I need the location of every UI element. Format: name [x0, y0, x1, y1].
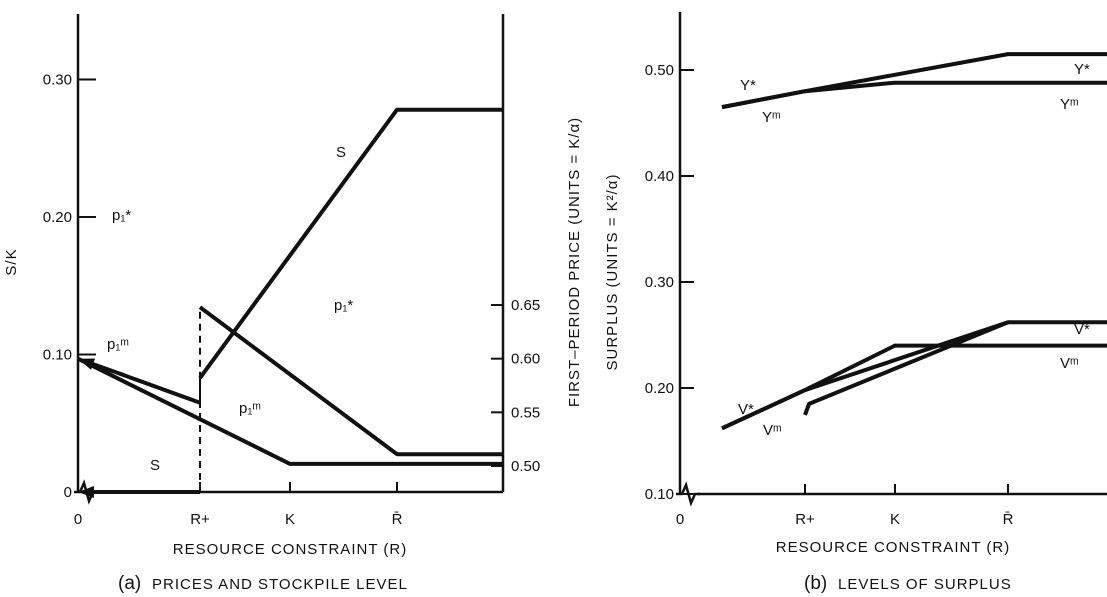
- series-y-star-line: [721, 52, 1107, 110]
- series-vm-line: [803, 320, 1009, 416]
- series-p1m-line: [77, 356, 503, 466]
- y-tick-label: 0.10: [645, 486, 674, 503]
- series-p1m-label: p₁ᵐ: [239, 400, 261, 417]
- series-ym-label: Yᵐ: [1060, 96, 1079, 113]
- series-p1m-label: p₁ᵐ: [107, 336, 129, 353]
- series-s-label: S: [150, 457, 160, 474]
- x-axis-label: RESOURCE CONSTRAINT (R): [173, 541, 407, 558]
- series-vm-label: Vᵐ: [763, 422, 782, 439]
- series-p1-star-line: [88, 360, 201, 405]
- panel-b-caption-letter: (b): [804, 573, 827, 594]
- x-tick-label: K: [285, 511, 295, 528]
- series-vm-line: [721, 343, 1107, 431]
- left-tick-label: 0.30: [43, 72, 72, 89]
- series-y-star-label: Y*: [740, 77, 756, 94]
- panel-b-caption: LEVELS OF SURPLUS: [838, 576, 1012, 593]
- x-tick-label: 0: [74, 511, 82, 528]
- series-y-star-label: Y*: [1074, 61, 1090, 78]
- left-tick-label: 0.20: [43, 209, 72, 226]
- x-tick-label: 0: [676, 511, 684, 528]
- series-v-star-label: V*: [1074, 321, 1090, 338]
- right-tick-label: 0.65: [511, 297, 540, 314]
- x-tick-label: R+: [190, 511, 210, 528]
- series-s-arrowhead: [78, 486, 94, 498]
- left-tick-label: 0: [64, 484, 72, 501]
- series-ym-label: Yᵐ: [762, 109, 781, 126]
- series-p1-star-label: p₁*: [112, 207, 131, 224]
- series-vm-label: Vᵐ: [1060, 355, 1079, 372]
- right-y-axis-label: FIRST–PERIOD PRICE (UNITS = K/α): [566, 117, 583, 407]
- x-tick-label: R̄: [1003, 511, 1014, 528]
- x-tick-label: K: [890, 511, 900, 528]
- x-tick-label: R+: [795, 511, 815, 528]
- series-s-line: [198, 107, 503, 380]
- x-axis-label: RESOURCE CONSTRAINT (R): [776, 539, 1010, 556]
- panel-a-caption: PRICES AND STOCKPILE LEVEL: [152, 576, 408, 593]
- right-tick-label: 0.50: [511, 458, 540, 475]
- series-ym-line: [721, 80, 1107, 110]
- series-v-star-line: [721, 320, 1107, 431]
- y-axis-label: SURPLUS (UNITS = K²/α): [604, 174, 621, 371]
- left-tick-label: 0.10: [43, 347, 72, 364]
- y-tick-label: 0.40: [645, 168, 674, 185]
- left-y-axis-label: S/K: [3, 248, 20, 275]
- series-p1-star-label: p₁*: [334, 297, 353, 314]
- panel-a-caption-letter: (a): [118, 573, 141, 594]
- y-tick-label: 0.30: [645, 274, 674, 291]
- y-tick-label: 0.50: [645, 62, 674, 79]
- series-v-star-label: V*: [738, 401, 754, 418]
- right-tick-label: 0.60: [511, 351, 540, 368]
- series-s-label: S: [336, 144, 346, 161]
- y-tick-label: 0.20: [645, 380, 674, 397]
- x-tick-label: R̄: [392, 511, 403, 528]
- panel-a-prices-stockpile: 0 0.10 0.20 0.30 0.50 0.55 0.60 0.65 0 R+ K R̄ RESOU…: [3, 14, 583, 594]
- series-p1-star-line: [198, 305, 503, 457]
- panel-b-levels-of-surplus: 0.10 0.20 0.30 0.40 0.50 0 R+ K R̄ RESOURCE CONST…: [604, 12, 1107, 594]
- right-tick-label: 0.55: [511, 404, 540, 421]
